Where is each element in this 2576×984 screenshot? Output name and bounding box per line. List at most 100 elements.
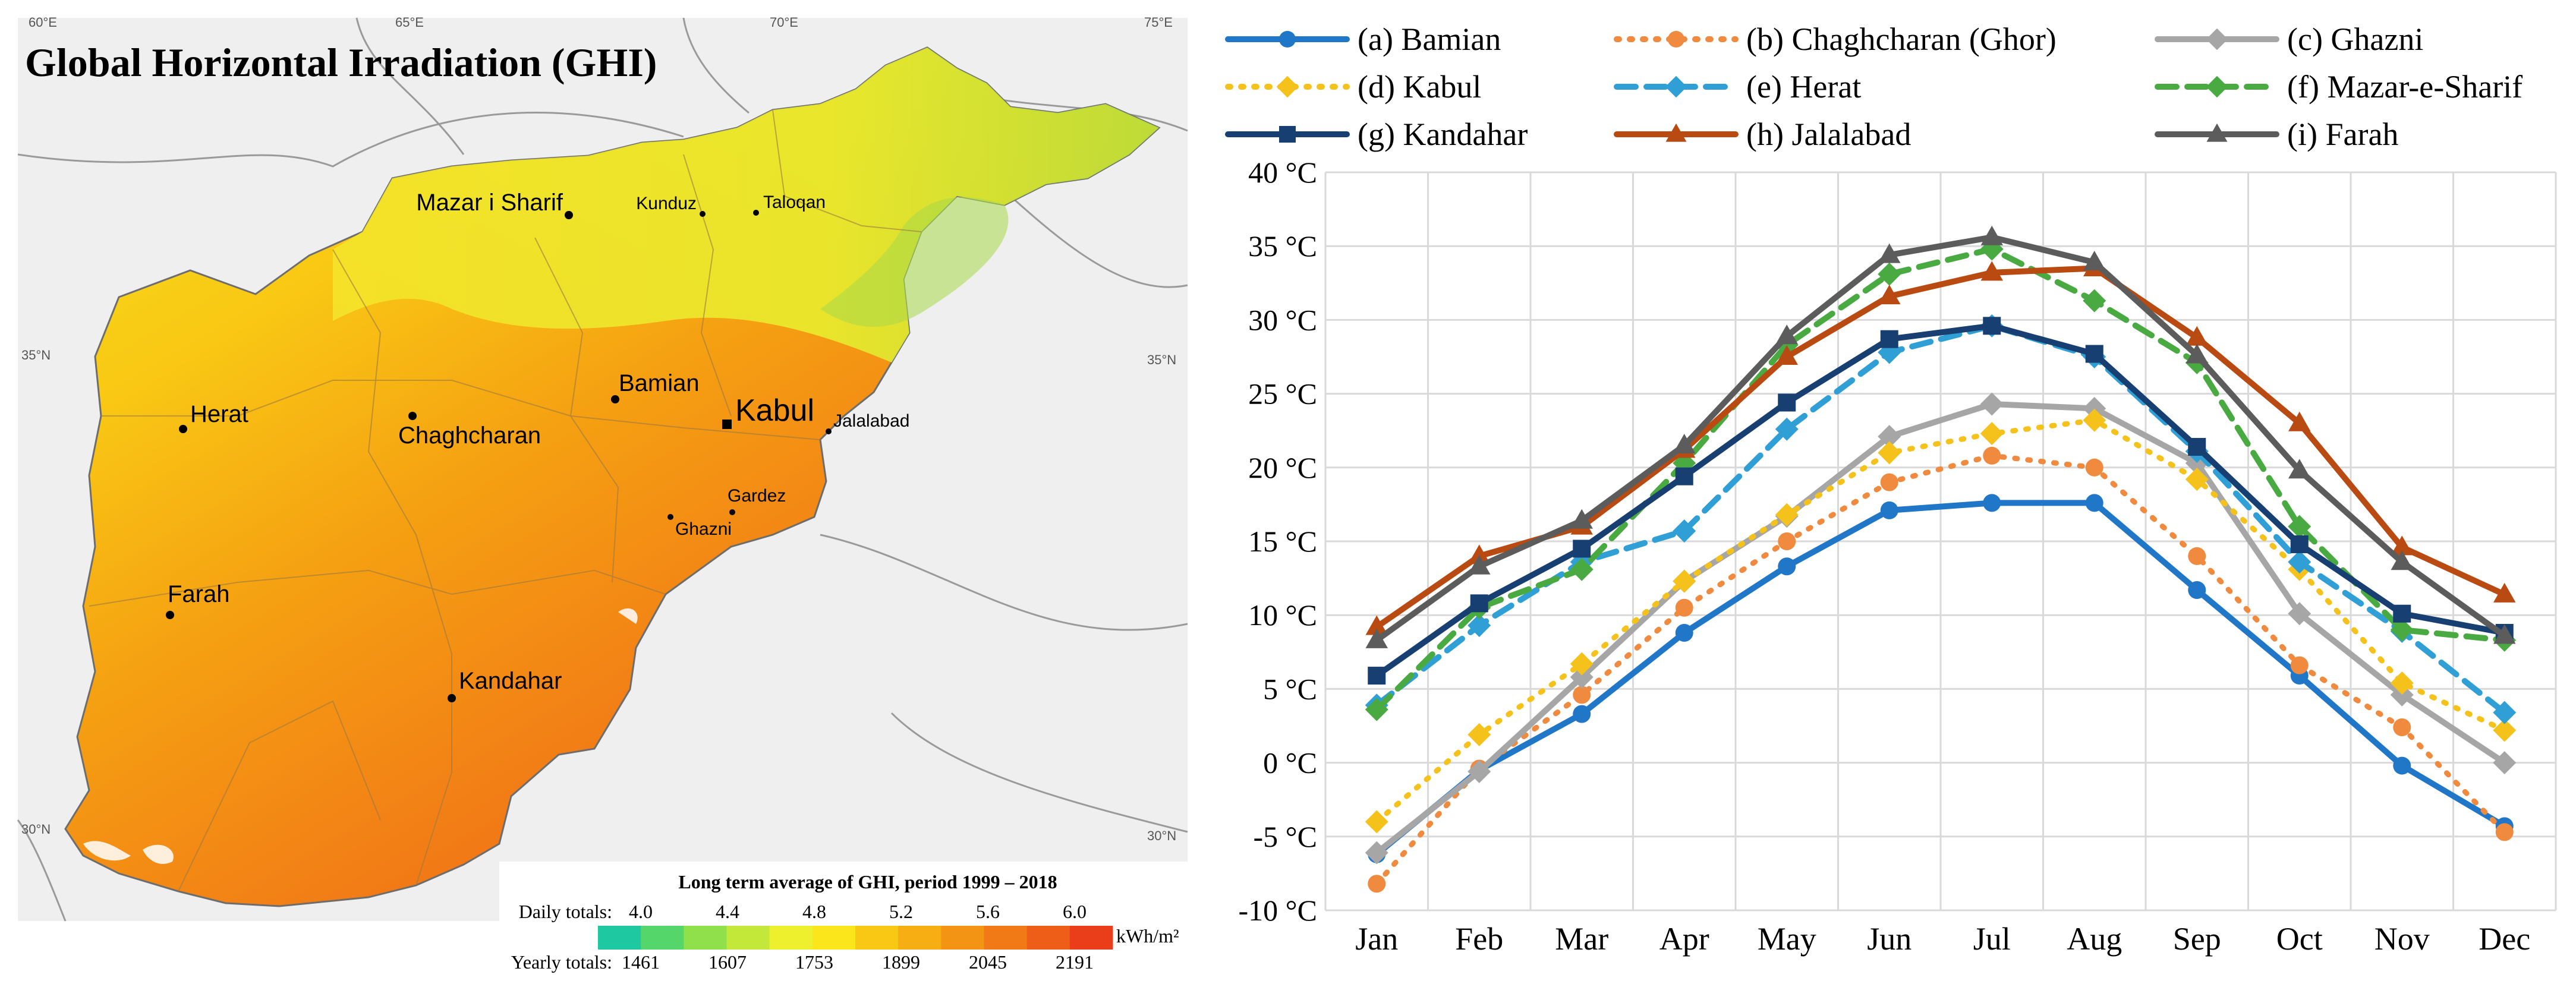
legend-entry: (b) Chaghcharan (Ghor) <box>1614 21 2057 57</box>
ghi-legend: Long term average of GHI, period 1999 – … <box>499 862 1188 984</box>
city-label: Jalalabad <box>833 411 909 431</box>
data-point <box>2083 289 2106 313</box>
legend-marker <box>1279 126 1296 143</box>
x-tick-label: Feb <box>1455 921 1503 957</box>
data-point <box>1980 261 2003 281</box>
data-point <box>2393 604 2411 623</box>
data-point <box>2493 582 2516 603</box>
temperature-chart: (a) Bamian (b) Chaghcharan (Ghor) (c) Ghaz… <box>1225 21 2557 957</box>
data-point <box>2188 438 2206 456</box>
data-point <box>1775 417 1799 441</box>
data-point <box>2083 396 2106 420</box>
y-tick-label: 20 °C <box>1248 451 1317 484</box>
data-point <box>1573 686 1591 704</box>
legend-swatches <box>598 926 1113 950</box>
legend-background <box>499 862 1188 984</box>
data-point <box>1983 317 2001 335</box>
legend-marker <box>2206 123 2228 142</box>
data-point <box>2493 624 2516 644</box>
city-gardez: Gardez <box>728 486 786 515</box>
capital-marker <box>722 420 732 429</box>
data-point <box>1673 569 1696 593</box>
data-point <box>2288 550 2312 574</box>
yearly-tick: 1461 <box>622 951 660 973</box>
y-tick-label: -10 °C <box>1239 894 1318 927</box>
legend-swatch <box>855 926 899 950</box>
legend-swatch <box>812 926 856 950</box>
data-point <box>2493 718 2517 742</box>
data-point <box>1365 615 1388 635</box>
data-point <box>1365 841 1388 865</box>
city-mazar-i-sharif: Mazar i Sharif <box>416 190 573 219</box>
series-c-ghazni <box>1365 392 2517 865</box>
data-point <box>1980 225 2003 245</box>
lon-label: 60°E <box>29 15 57 30</box>
data-point <box>1368 875 1386 893</box>
data-point <box>2083 251 2106 271</box>
yearly-tick: 2045 <box>969 951 1007 973</box>
data-point <box>1775 324 1798 345</box>
city-dot <box>753 210 759 216</box>
city-farah: Farah <box>166 581 230 619</box>
lat-label: 30°N <box>21 822 51 837</box>
x-tick-label: Jan <box>1355 921 1398 957</box>
city-kabul: Kabul <box>722 393 814 429</box>
legend-swatch <box>598 926 641 950</box>
lat-label: 30°N <box>1147 828 1176 843</box>
x-tick-label: May <box>1758 921 1816 957</box>
series-d-kabul <box>1365 408 2517 834</box>
city-chaghcharan: Chaghcharan <box>398 412 541 449</box>
legend-marker <box>2206 28 2228 51</box>
y-tick-label: 25 °C <box>1248 377 1317 411</box>
legend-swatch <box>984 926 1028 950</box>
data-point <box>1368 667 1386 685</box>
data-point <box>1775 503 1799 526</box>
data-point <box>2188 581 2206 599</box>
data-point <box>1468 544 1491 564</box>
data-point <box>2185 468 2209 491</box>
legend-swatch <box>684 926 727 950</box>
north-band <box>333 48 1159 362</box>
series-line <box>1374 323 2508 716</box>
legend-label: (c) Ghazni <box>2287 21 2423 57</box>
legend-label: (e) Herat <box>1746 69 1861 105</box>
x-tick-label: Sep <box>2173 921 2221 957</box>
legend-swatch <box>1026 926 1070 950</box>
legend-swatch <box>941 926 984 950</box>
y-tick-label: 40 °C <box>1248 156 1317 189</box>
data-point <box>1778 557 1796 576</box>
x-tick-label: Oct <box>2276 921 2323 957</box>
series-line <box>1374 417 2508 825</box>
city-markers: Mazar i Sharif Kunduz Taloqan Herat Chaghcha… <box>166 190 909 702</box>
data-point <box>2391 550 2413 570</box>
data-point <box>2390 671 2414 695</box>
city-dot <box>408 412 417 420</box>
data-point <box>1365 628 1388 648</box>
data-point <box>1573 705 1591 723</box>
data-point <box>1467 760 1491 784</box>
data-point <box>2188 547 2206 565</box>
city-dot <box>729 509 735 515</box>
data-point <box>1470 594 1488 613</box>
data-point <box>1878 262 1901 286</box>
daily-tick: 4.8 <box>802 901 826 922</box>
lon-label: 65°E <box>395 15 424 30</box>
data-point <box>1570 652 1594 676</box>
city-dot <box>667 514 673 520</box>
y-tick-label: 30 °C <box>1248 303 1317 336</box>
legend-marker <box>1276 75 1299 98</box>
city-label: Kandahar <box>459 668 562 694</box>
data-point <box>1467 723 1491 746</box>
data-point <box>1878 243 1901 263</box>
city-dot <box>700 211 706 217</box>
ghi-map: 60°E 65°E 70°E 75°E 35°N 30°N 35°N 30°N … <box>17 15 1188 984</box>
city-dot <box>448 694 456 702</box>
legend-entry: (c) Ghazni <box>2155 21 2423 57</box>
yearly-tick: 1607 <box>708 951 747 973</box>
data-point <box>2393 756 2411 775</box>
legend-unit: kWh/m² <box>1116 925 1179 947</box>
data-point <box>2288 602 2312 626</box>
data-point <box>1880 330 1898 348</box>
data-point <box>1878 285 1901 305</box>
